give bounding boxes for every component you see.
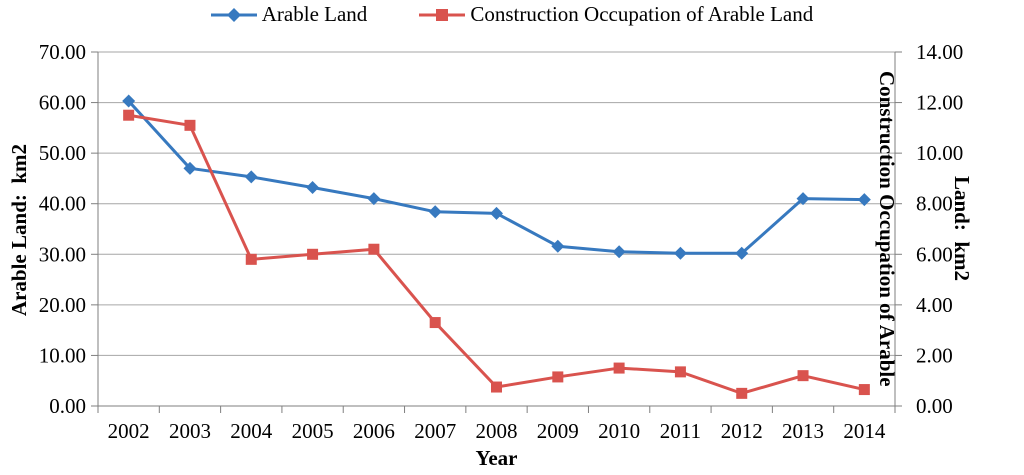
legend-label-arable-land: Arable Land xyxy=(261,2,368,26)
construction-occupation-legend-marker-icon xyxy=(419,8,466,21)
x-axis-tick-label: 2005 xyxy=(292,419,334,443)
data-point-square-marker xyxy=(736,387,748,399)
data-point-diamond-marker xyxy=(490,206,503,220)
right-axis-tick-label: 4.00 xyxy=(916,293,953,317)
x-axis-tick-label: 2004 xyxy=(230,419,273,443)
data-point-square-marker xyxy=(123,109,135,121)
data-point-diamond-marker xyxy=(857,193,871,207)
right-axis-tick-label: 0.00 xyxy=(916,394,953,418)
right-axis-tick-label: 10.00 xyxy=(916,141,963,165)
right-axis-tick-label: 12.00 xyxy=(916,91,963,115)
data-point-square-marker xyxy=(307,248,319,260)
data-point-diamond-marker xyxy=(244,170,258,184)
right-axis-tick-label: 14.00 xyxy=(916,40,963,64)
data-point-diamond-marker xyxy=(673,246,687,260)
left-axis-tick-label: 30.00 xyxy=(39,242,86,266)
x-axis-tick-label: 2014 xyxy=(843,419,886,443)
data-point-square-marker xyxy=(674,366,686,378)
left-axis-tick-label: 70.00 xyxy=(39,40,86,64)
left-axis-tick-label: 60.00 xyxy=(39,91,86,115)
right-axis-title: Construction Occupation of Arable Land: … xyxy=(824,52,1024,406)
x-axis-tick-label: 2013 xyxy=(782,419,824,443)
legend-label-construction-occupation: Construction Occupation of Arable Land xyxy=(470,2,814,26)
left-axis-tick-label: 0.00 xyxy=(49,394,86,418)
data-point-square-marker xyxy=(184,119,196,131)
data-point-diamond-marker xyxy=(735,246,749,260)
x-axis-tick-label: 2012 xyxy=(721,419,763,443)
right-axis-title-line2: Land: km2 xyxy=(950,176,974,282)
left-axis-tick-label: 40.00 xyxy=(39,192,86,216)
data-point-square-marker xyxy=(429,317,441,329)
data-point-diamond-marker xyxy=(796,192,810,206)
x-axis-tick-label: 2002 xyxy=(108,419,150,443)
data-point-diamond-marker xyxy=(306,181,320,195)
arable-land-legend-marker-icon xyxy=(210,7,257,22)
data-point-diamond-marker xyxy=(551,239,565,253)
left-axis-title: Arable Land: km2 xyxy=(7,143,31,317)
data-point-square-marker xyxy=(613,362,625,374)
data-point-square-marker xyxy=(797,370,809,382)
data-point-diamond-marker xyxy=(428,205,442,219)
data-point-square-marker xyxy=(552,371,564,383)
right-axis-title-line1: Construction Occupation of Arable xyxy=(875,71,899,387)
x-axis-tick-label: 2006 xyxy=(353,419,395,443)
x-axis-tick-label: 2003 xyxy=(169,419,211,443)
data-point-square-marker xyxy=(245,253,257,265)
x-axis-tick-label: 2010 xyxy=(598,419,640,443)
legend-item-arable-land: Arable Land xyxy=(210,2,368,27)
data-point-diamond-marker xyxy=(367,192,381,206)
x-axis-tick-label: 2011 xyxy=(660,419,701,443)
x-axis-tick-label: 2008 xyxy=(476,419,518,443)
data-point-diamond-marker xyxy=(122,94,136,108)
legend-item-construction-occupation: Construction Occupation of Arable Land xyxy=(419,2,813,27)
right-axis-tick-label: 8.00 xyxy=(916,192,953,216)
data-point-square-marker xyxy=(491,381,502,393)
x-axis-tick-label: 2007 xyxy=(414,419,456,443)
right-axis-tick-label: 2.00 xyxy=(916,343,953,367)
right-axis-tick-label: 6.00 xyxy=(916,242,953,266)
data-point-square-marker xyxy=(368,243,380,255)
x-axis-tick-label: 2009 xyxy=(537,419,579,443)
left-axis-tick-label: 20.00 xyxy=(39,293,86,317)
x-axis-title: Year xyxy=(475,446,518,470)
data-point-square-marker xyxy=(858,384,870,396)
left-axis-tick-label: 50.00 xyxy=(39,141,86,165)
data-point-diamond-marker xyxy=(183,161,197,175)
left-axis-tick-label: 10.00 xyxy=(39,343,86,367)
legend: Arable Land Construction Occupation of A… xyxy=(0,2,1024,27)
data-point-diamond-marker xyxy=(612,245,626,259)
